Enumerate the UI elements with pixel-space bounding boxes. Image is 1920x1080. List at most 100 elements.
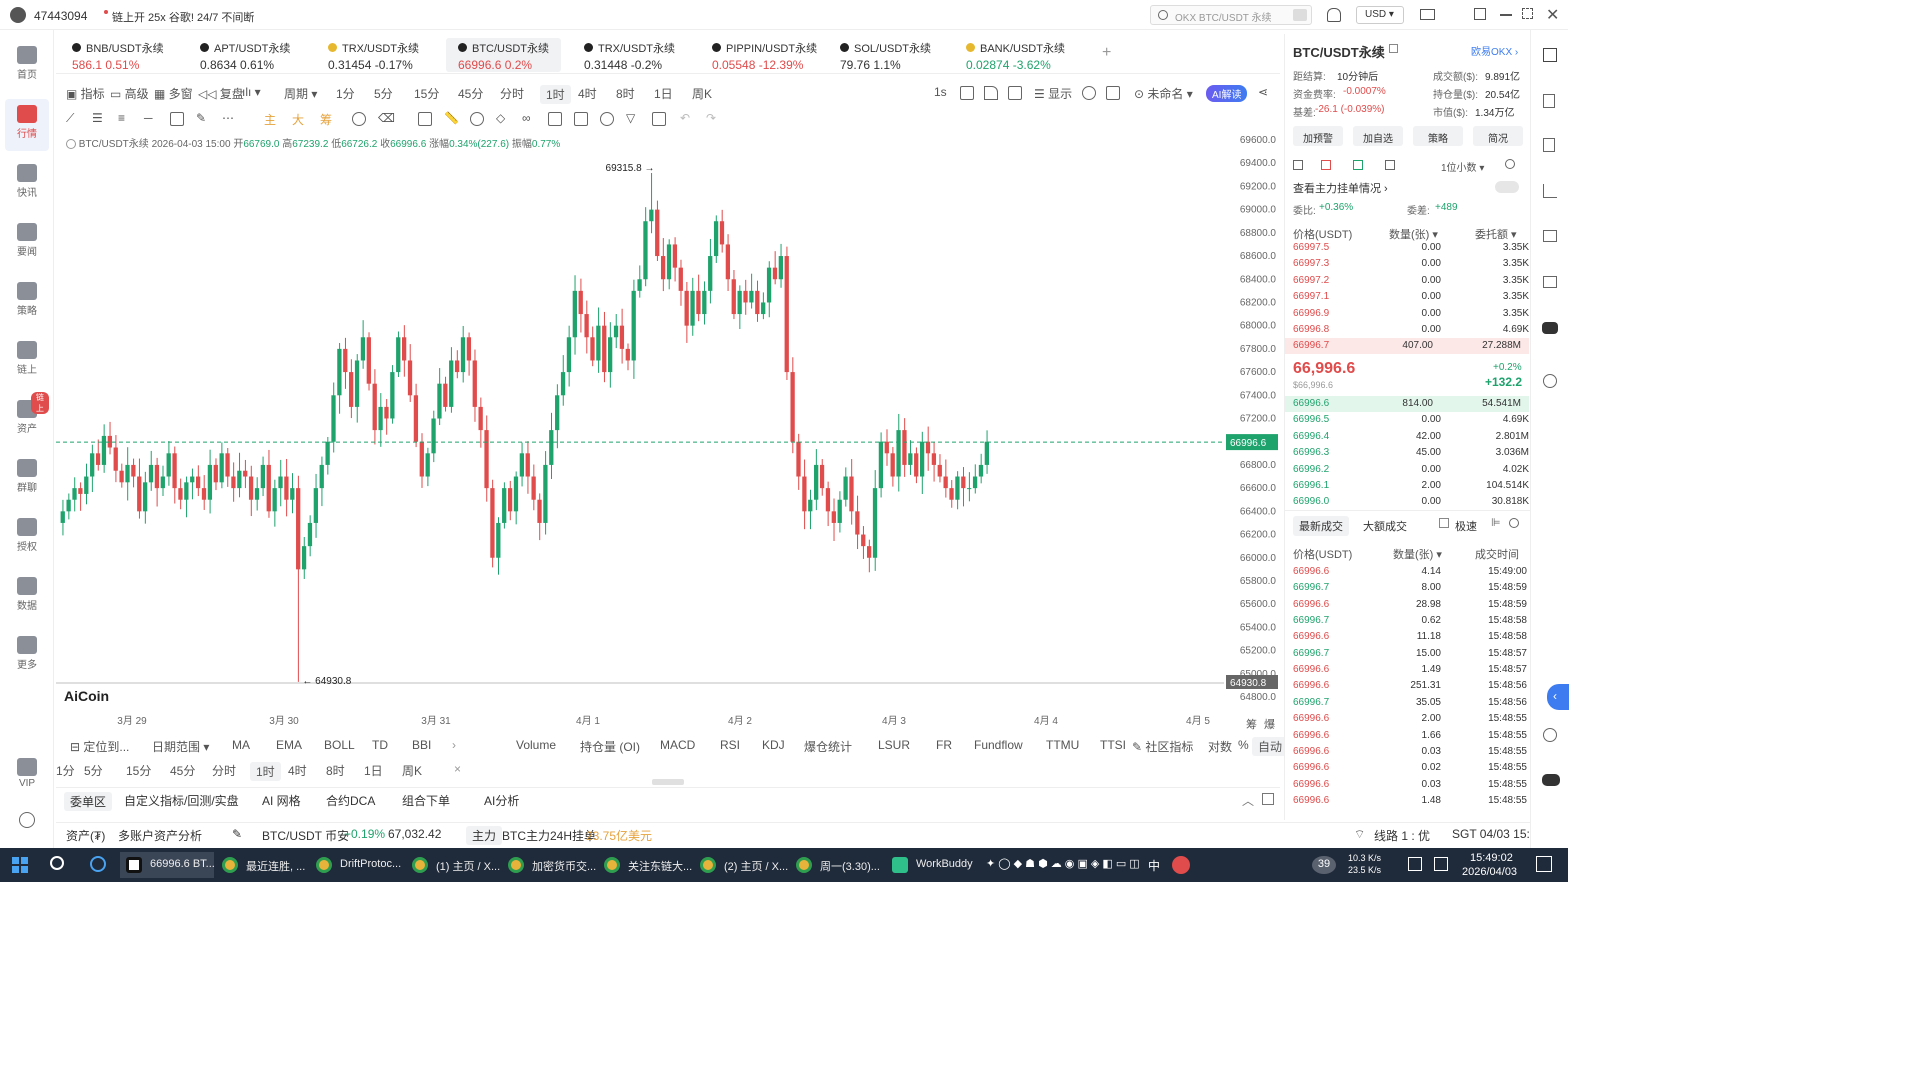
indicator-9[interactable]: TTMU xyxy=(1046,738,1080,752)
assistant-icon[interactable] xyxy=(1542,774,1560,786)
order-tab-0[interactable]: 委单区 xyxy=(64,792,113,811)
orderbook-row[interactable]: 66997.1 0.00 3.35K xyxy=(1293,289,1529,305)
taskbar-app[interactable]: 66996.6 BT... xyxy=(120,852,214,878)
order-tab-3[interactable]: 合约DCA xyxy=(326,794,376,808)
nav-item-5[interactable]: 链上 xyxy=(5,335,49,387)
bookmark-icon[interactable] xyxy=(1008,86,1022,100)
expand-right-button[interactable]: ‹ xyxy=(1547,684,1569,710)
nav-item-9[interactable]: 数据 xyxy=(5,571,49,623)
settings-gear-icon[interactable] xyxy=(1082,86,1096,100)
nav-item-4[interactable]: 策略 xyxy=(5,276,49,328)
fullscreen-icon[interactable] xyxy=(1106,86,1120,100)
interval-周K[interactable]: 周K xyxy=(692,87,713,101)
orderbook-row[interactable]: 66996.6 814.00 54.541M xyxy=(1285,396,1529,412)
action-button-2[interactable]: 策略 xyxy=(1413,126,1463,146)
s-app-icon[interactable] xyxy=(1172,856,1190,874)
multi-account-link[interactable]: 多账户资产分析 xyxy=(118,829,203,843)
fill-icon[interactable]: ◇ xyxy=(496,111,506,125)
edit-icon[interactable]: ✎ xyxy=(232,827,243,841)
indicator-4[interactable]: KDJ xyxy=(762,738,785,752)
taskbar-app[interactable]: 关注东链大... xyxy=(598,852,692,878)
ob-view-bids-icon[interactable] xyxy=(1353,160,1363,170)
order-tab-2[interactable]: AI 网格 xyxy=(262,794,301,808)
advanced-button[interactable]: ▭ 高级 xyxy=(110,87,149,101)
fast-checkbox[interactable] xyxy=(1439,518,1449,528)
interval-分时[interactable]: 分时 xyxy=(212,764,237,778)
indicators-button[interactable]: ▣ 指标 xyxy=(66,87,105,101)
collapse-icon[interactable] xyxy=(66,139,76,150)
parallel-lines-tool-icon[interactable]: ≡ xyxy=(118,111,126,125)
tag-main[interactable]: 主 xyxy=(264,113,277,127)
add-tab-icon[interactable]: + xyxy=(1102,44,1112,61)
dollar-icon[interactable] xyxy=(1543,138,1555,152)
connection-line[interactable]: 线路 1 : 优 xyxy=(1374,829,1431,843)
ob-settings-icon[interactable] xyxy=(1505,159,1515,169)
orderbook-row[interactable]: 66996.2 0.00 4.02K xyxy=(1293,462,1529,478)
order-tab-1[interactable]: 自定义指标/回测/实盘 xyxy=(124,794,239,808)
zoom-icon[interactable] xyxy=(470,112,484,126)
orderbook-row[interactable]: 66996.0 0.00 30.818K xyxy=(1293,494,1529,510)
filter-icon[interactable]: ▽ xyxy=(626,111,636,125)
interval-1s[interactable]: 1s xyxy=(934,85,947,99)
interval-8时[interactable]: 8时 xyxy=(616,87,635,101)
currency-select[interactable]: USD ▾ xyxy=(1356,6,1404,24)
more-indicators-icon[interactable]: › xyxy=(452,738,456,752)
notification-badge[interactable]: 39 xyxy=(1312,856,1336,874)
action-button-3[interactable]: 简况 xyxy=(1473,126,1523,146)
pair-tab[interactable]: SOL/USDT永续 79.76 1.1% xyxy=(828,38,943,72)
orderbook-row[interactable]: 66996.3 45.00 3.036M xyxy=(1293,445,1529,461)
ob-header-amount[interactable]: 委托额 ▾ xyxy=(1475,229,1517,241)
indicator-2[interactable]: MACD xyxy=(660,738,696,752)
pair-tab[interactable]: BNB/USDT永续 586.1 0.51% xyxy=(60,38,176,72)
indicator-1[interactable]: 持仓量 (OI) xyxy=(580,740,640,754)
expand-panel-icon[interactable] xyxy=(1262,793,1274,805)
ruler-icon[interactable]: 📏 xyxy=(444,111,459,125)
maximize-icon[interactable] xyxy=(1522,8,1533,19)
indicator-8[interactable]: Fundflow xyxy=(974,738,1023,752)
nav-item-11[interactable]: VIP xyxy=(5,752,49,804)
pen-icon[interactable] xyxy=(984,86,998,100)
indicator-3[interactable]: TD xyxy=(372,738,388,752)
taskbar-app[interactable]: (1) 主页 / X... xyxy=(406,852,500,878)
ob-view-both-icon[interactable] xyxy=(1293,160,1303,170)
eraser-icon[interactable]: ⌫ xyxy=(378,111,395,125)
interval-5分[interactable]: 5分 xyxy=(374,87,393,101)
percent-toggle[interactable]: % xyxy=(1238,738,1249,752)
user-id[interactable]: 47443094 xyxy=(34,9,88,23)
orderbook-row[interactable]: 66997.2 0.00 3.35K xyxy=(1293,273,1529,289)
redo-icon[interactable]: ↷ xyxy=(706,111,717,125)
orderbook-row[interactable]: 66997.5 0.00 3.35K xyxy=(1293,240,1529,256)
tray-icons[interactable]: ✦ ◯ ◆ ☗ ⬢ ☁ ◉ ▣ ◈ ◧ ▭ ◫ xyxy=(986,858,1140,870)
indicator-0[interactable]: Volume xyxy=(516,738,557,752)
indicator-5[interactable]: 爆仓统计 xyxy=(804,740,853,754)
nav-item-6[interactable]: 资产 链上 xyxy=(5,392,49,446)
collapse-panel-icon[interactable]: ︿ xyxy=(1242,794,1255,808)
tag-chip[interactable]: 筹 xyxy=(320,113,333,127)
date-range-button[interactable]: 日期范围 ▾ xyxy=(152,740,210,754)
layout-select[interactable]: ⊙ 未命名 ▾ xyxy=(1134,87,1193,101)
pair-tab[interactable]: APT/USDT永续 0.8634 0.61% xyxy=(188,38,302,72)
interval-4时[interactable]: 4时 xyxy=(288,764,307,778)
indicator-10[interactable]: TTSI xyxy=(1100,738,1126,752)
ob-view-list-icon[interactable] xyxy=(1385,160,1395,170)
decimals-select[interactable]: 1位小数 ▾ xyxy=(1441,163,1485,174)
interval-1分[interactable]: 1分 xyxy=(336,87,355,101)
mail-icon[interactable] xyxy=(1420,9,1435,20)
camera-icon[interactable] xyxy=(960,86,974,100)
panel-resize-handle[interactable] xyxy=(652,779,684,785)
interval-分时[interactable]: 分时 xyxy=(500,87,525,101)
indicator-7[interactable]: FR xyxy=(936,738,952,752)
interval-1日[interactable]: 1日 xyxy=(364,764,383,778)
taskbar-app[interactable]: WorkBuddy xyxy=(886,852,980,878)
close-interval-icon[interactable]: × xyxy=(454,762,462,776)
tag-big[interactable]: 大 xyxy=(292,113,305,127)
user-avatar-icon[interactable] xyxy=(10,7,26,23)
interval-45分[interactable]: 45分 xyxy=(170,764,196,778)
browser-q-icon[interactable] xyxy=(90,856,106,872)
indicator-6[interactable]: LSUR xyxy=(878,738,911,752)
nav-item-10[interactable]: 更多 xyxy=(5,630,49,682)
orderbook-row[interactable]: 66996.9 0.00 3.35K xyxy=(1293,306,1529,322)
interval-周K[interactable]: 周K xyxy=(402,764,423,778)
chart-style-button[interactable]: ılı ▾ xyxy=(242,85,261,99)
minimize-icon[interactable] xyxy=(1500,14,1512,16)
